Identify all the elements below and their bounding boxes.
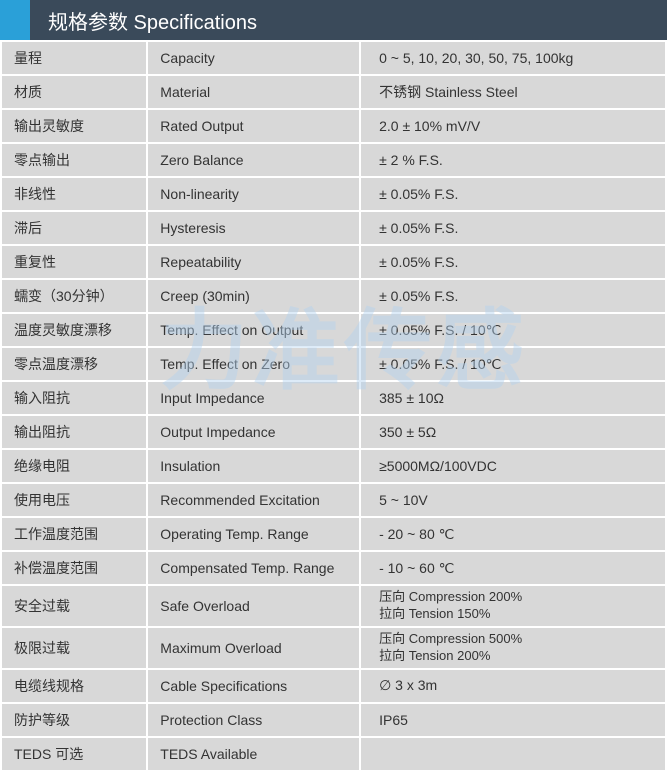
spec-value: ± 0.05% F.S. / 10℃: [360, 313, 666, 347]
spec-value-line: 拉向 Tension 150%: [379, 606, 653, 623]
spec-label-en: Repeatability: [147, 245, 360, 279]
spec-label-en: Output Impedance: [147, 415, 360, 449]
spec-value: ∅ 3 x 3m: [360, 669, 666, 703]
spec-value: 385 ± 10Ω: [360, 381, 666, 415]
table-row: 工作温度范围Operating Temp. Range- 20 ~ 80 ℃: [1, 517, 666, 551]
spec-label-cn: 输出阻抗: [1, 415, 147, 449]
spec-label-cn: 材质: [1, 75, 147, 109]
spec-value: IP65: [360, 703, 666, 737]
spec-label-en: Hysteresis: [147, 211, 360, 245]
spec-label-cn: 重复性: [1, 245, 147, 279]
table-row: 材质Material不锈钢 Stainless Steel: [1, 75, 666, 109]
spec-label-en: TEDS Available: [147, 737, 360, 771]
table-row: 零点输出Zero Balance± 2 % F.S.: [1, 143, 666, 177]
accent-block: [0, 0, 30, 40]
table-row: TEDS 可选TEDS Available: [1, 737, 666, 771]
table-row: 重复性Repeatability± 0.05% F.S.: [1, 245, 666, 279]
spec-label-cn: 使用电压: [1, 483, 147, 517]
spec-value: ± 0.05% F.S.: [360, 279, 666, 313]
spec-label-cn: 输出灵敏度: [1, 109, 147, 143]
spec-label-en: Temp. Effect on Zero: [147, 347, 360, 381]
spec-label-en: Compensated Temp. Range: [147, 551, 360, 585]
spec-label-en: Temp. Effect on Output: [147, 313, 360, 347]
spec-label-cn: 工作温度范围: [1, 517, 147, 551]
spec-label-cn: 温度灵敏度漂移: [1, 313, 147, 347]
table-row: 非线性Non-linearity± 0.05% F.S.: [1, 177, 666, 211]
table-row: 滞后Hysteresis± 0.05% F.S.: [1, 211, 666, 245]
spec-label-cn: 蠕变（30分钟）: [1, 279, 147, 313]
table-row: 绝缘电阻Insulation≥5000MΩ/100VDC: [1, 449, 666, 483]
spec-label-cn: 补偿温度范围: [1, 551, 147, 585]
spec-table: 量程Capacity0 ~ 5, 10, 20, 30, 50, 75, 100…: [0, 40, 667, 772]
table-row: 安全过载Safe Overload压向 Compression 200%拉向 T…: [1, 585, 666, 627]
spec-value: [360, 737, 666, 771]
spec-value: ± 0.05% F.S. / 10℃: [360, 347, 666, 381]
spec-label-en: Maximum Overload: [147, 627, 360, 669]
table-row: 输入阻抗Input Impedance385 ± 10Ω: [1, 381, 666, 415]
spec-label-cn: 输入阻抗: [1, 381, 147, 415]
spec-value: 350 ± 5Ω: [360, 415, 666, 449]
table-row: 极限过载Maximum Overload压向 Compression 500%拉…: [1, 627, 666, 669]
table-row: 量程Capacity0 ~ 5, 10, 20, 30, 50, 75, 100…: [1, 41, 666, 75]
spec-value: ± 0.05% F.S.: [360, 211, 666, 245]
spec-label-en: Insulation: [147, 449, 360, 483]
spec-label-cn: 量程: [1, 41, 147, 75]
spec-label-cn: 绝缘电阻: [1, 449, 147, 483]
table-row: 防护等级Protection ClassIP65: [1, 703, 666, 737]
spec-label-en: Recommended Excitation: [147, 483, 360, 517]
table-row: 电缆线规格Cable Specifications∅ 3 x 3m: [1, 669, 666, 703]
spec-value: 不锈钢 Stainless Steel: [360, 75, 666, 109]
spec-label-cn: 非线性: [1, 177, 147, 211]
spec-label-cn: 极限过载: [1, 627, 147, 669]
spec-value: 压向 Compression 500%拉向 Tension 200%: [360, 627, 666, 669]
table-row: 零点温度漂移Temp. Effect on Zero± 0.05% F.S. /…: [1, 347, 666, 381]
spec-value: ± 0.05% F.S.: [360, 245, 666, 279]
spec-label-en: Material: [147, 75, 360, 109]
spec-value-line: 压向 Compression 200%: [379, 589, 653, 606]
table-row: 输出阻抗Output Impedance350 ± 5Ω: [1, 415, 666, 449]
spec-label-en: Non-linearity: [147, 177, 360, 211]
spec-value: 压向 Compression 200%拉向 Tension 150%: [360, 585, 666, 627]
table-row: 蠕变（30分钟）Creep (30min)± 0.05% F.S.: [1, 279, 666, 313]
spec-label-en: Protection Class: [147, 703, 360, 737]
spec-sheet: 规格参数 Specifications 力准传感 量程Capacity0 ~ 5…: [0, 0, 667, 772]
spec-label-en: Creep (30min): [147, 279, 360, 313]
spec-label-en: Safe Overload: [147, 585, 360, 627]
table-row: 使用电压Recommended Excitation5 ~ 10V: [1, 483, 666, 517]
spec-value: 5 ~ 10V: [360, 483, 666, 517]
spec-value: - 10 ~ 60 ℃: [360, 551, 666, 585]
spec-label-cn: 电缆线规格: [1, 669, 147, 703]
table-row: 温度灵敏度漂移Temp. Effect on Output± 0.05% F.S…: [1, 313, 666, 347]
spec-value: ± 2 % F.S.: [360, 143, 666, 177]
header-title: 规格参数 Specifications: [48, 6, 257, 35]
spec-label-en: Cable Specifications: [147, 669, 360, 703]
spec-label-en: Rated Output: [147, 109, 360, 143]
spec-label-cn: 防护等级: [1, 703, 147, 737]
table-row: 输出灵敏度Rated Output2.0 ± 10% mV/V: [1, 109, 666, 143]
spec-value: ± 0.05% F.S.: [360, 177, 666, 211]
spec-label-cn: 零点温度漂移: [1, 347, 147, 381]
spec-value: ≥5000MΩ/100VDC: [360, 449, 666, 483]
spec-label-en: Input Impedance: [147, 381, 360, 415]
spec-label-cn: 滞后: [1, 211, 147, 245]
spec-value: 2.0 ± 10% mV/V: [360, 109, 666, 143]
spec-label-en: Operating Temp. Range: [147, 517, 360, 551]
spec-label-en: Capacity: [147, 41, 360, 75]
table-row: 补偿温度范围Compensated Temp. Range- 10 ~ 60 ℃: [1, 551, 666, 585]
spec-label-cn: 零点输出: [1, 143, 147, 177]
spec-value-line: 压向 Compression 500%: [379, 631, 653, 648]
spec-value: 0 ~ 5, 10, 20, 30, 50, 75, 100kg: [360, 41, 666, 75]
spec-value-line: 拉向 Tension 200%: [379, 648, 653, 665]
spec-label-cn: 安全过载: [1, 585, 147, 627]
spec-value: - 20 ~ 80 ℃: [360, 517, 666, 551]
spec-label-en: Zero Balance: [147, 143, 360, 177]
spec-label-cn: TEDS 可选: [1, 737, 147, 771]
section-header: 规格参数 Specifications: [0, 0, 667, 40]
